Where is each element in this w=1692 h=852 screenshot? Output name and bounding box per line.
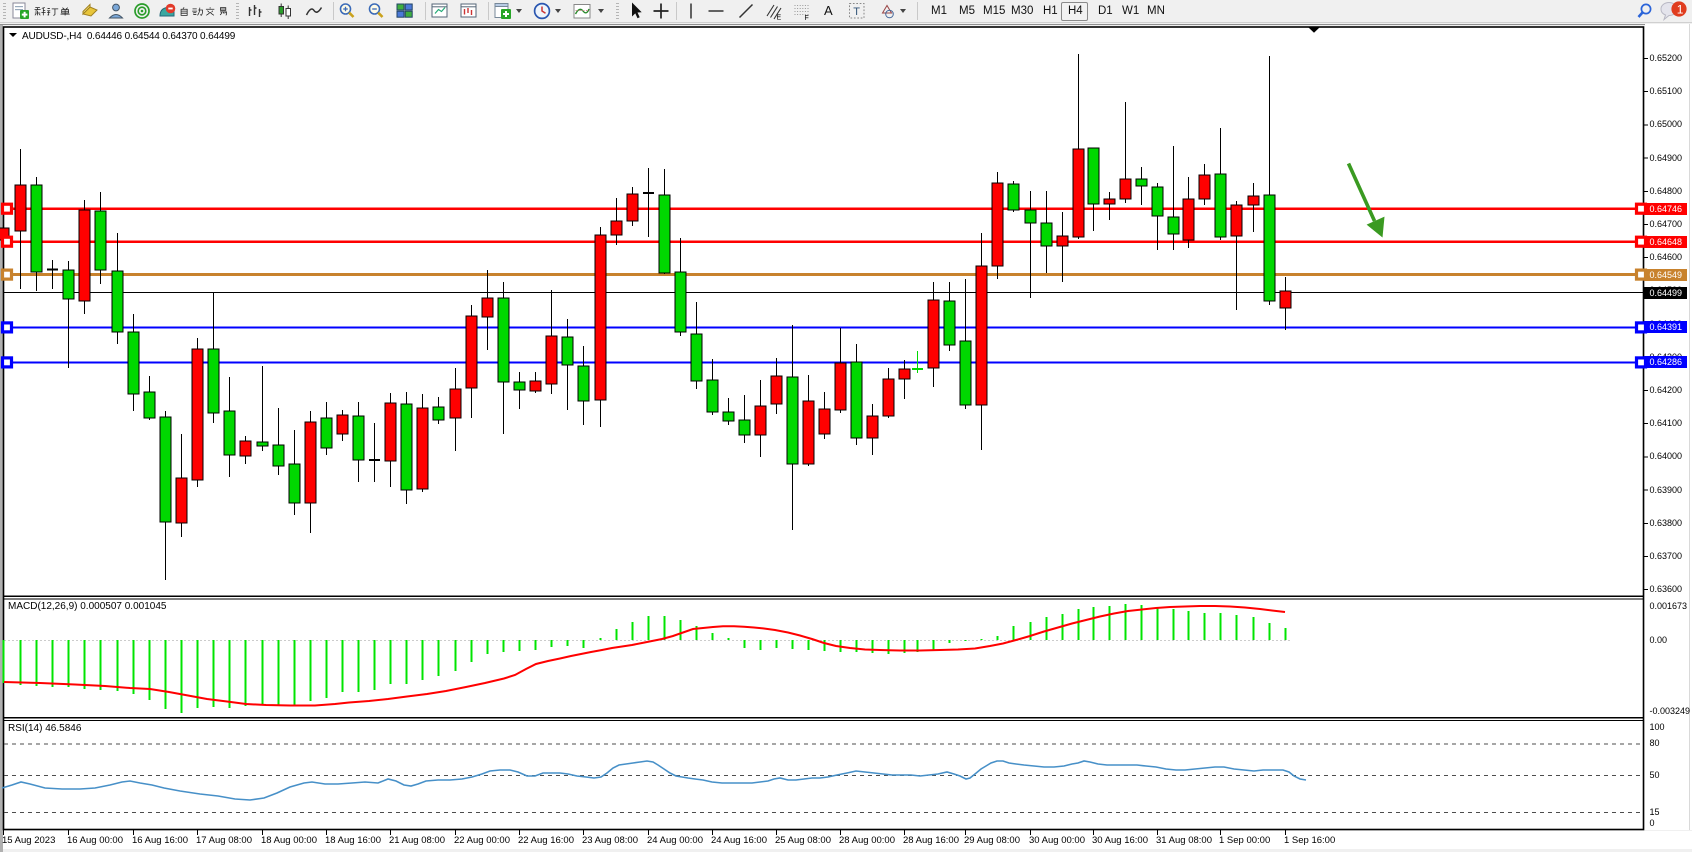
- svg-text:E: E: [777, 15, 782, 21]
- svg-text:1: 1: [1677, 2, 1684, 16]
- svg-text:T: T: [853, 6, 860, 18]
- svg-text:F: F: [805, 15, 809, 20]
